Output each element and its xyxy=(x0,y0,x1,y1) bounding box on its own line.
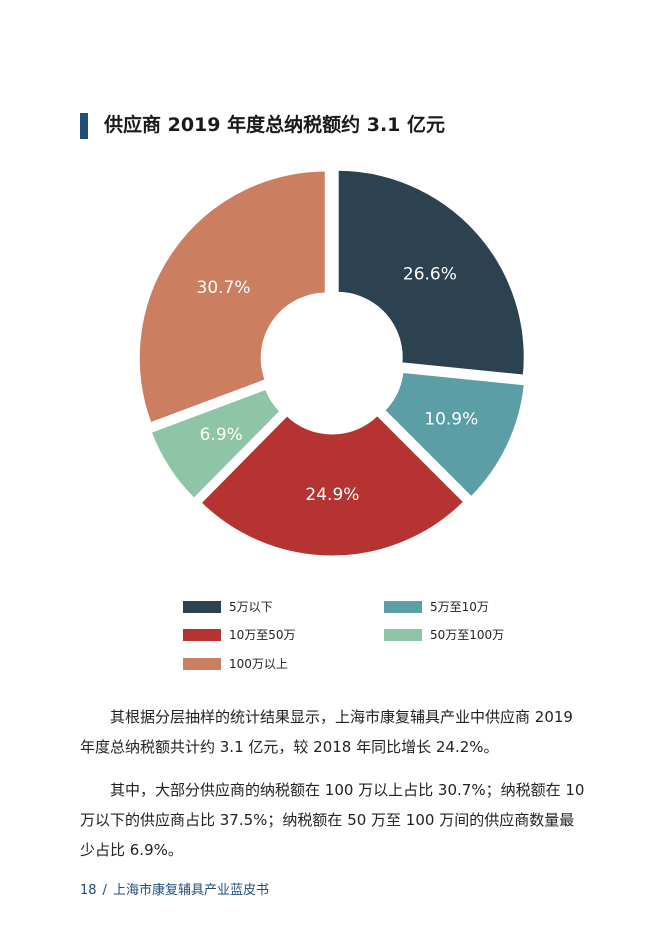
legend-item: 10万至50万 xyxy=(183,626,296,643)
legend-item: 5万以下 xyxy=(183,598,273,615)
slice-label-over-100w: 30.7% xyxy=(197,278,251,298)
legend-swatch xyxy=(183,628,221,641)
page-number: 18 xyxy=(80,883,97,898)
slice-10w-50w xyxy=(197,412,468,559)
legend-swatch xyxy=(384,600,422,613)
slice-label-5w-10w: 10.9% xyxy=(424,410,478,430)
legend-label: 5万以下 xyxy=(229,600,273,614)
legend-label: 50万至100万 xyxy=(430,628,505,642)
slice-label-50w-100w: 6.9% xyxy=(200,425,243,445)
slice-over-100w xyxy=(136,168,328,426)
slice-under-5w xyxy=(335,167,527,378)
body-paragraph: 其中，大部分供应商的纳税额在 100 万以上占比 30.7%；纳税额在 10 万… xyxy=(80,781,585,859)
legend-swatch xyxy=(183,657,221,670)
legend-label: 100万以上 xyxy=(229,657,288,671)
footer-separator: / xyxy=(102,883,107,898)
legend-label: 5万至10万 xyxy=(430,600,489,614)
slice-50w-100w xyxy=(148,386,284,502)
slice-label-under-5w: 26.6% xyxy=(403,264,457,284)
title-accent-bar xyxy=(80,113,88,139)
donut-chart: 26.6% 10.9% 24.9% 6.9% 30.7% xyxy=(136,167,528,559)
legend-swatch xyxy=(183,600,221,613)
slice-label-10w-50w: 24.9% xyxy=(305,485,359,505)
book-title: 上海市康复辅具产业蓝皮书 xyxy=(112,883,269,898)
slice-5w-10w xyxy=(381,369,528,501)
legend-label: 10万至50万 xyxy=(229,628,296,642)
legend-swatch xyxy=(384,628,422,641)
legend-item: 100万以上 xyxy=(183,655,288,672)
body-paragraph: 其根据分层抽样的统计结果显示，上海市康复辅具产业中供应商 2019 年度总纳税额… xyxy=(80,708,573,756)
legend-item: 5万至10万 xyxy=(384,598,489,615)
page-footer: 18 / 上海市康复辅具产业蓝皮书 xyxy=(80,879,269,898)
page-title: 供应商 2019 年度总纳税额约 3.1 亿元 xyxy=(104,114,445,136)
legend-item: 50万至100万 xyxy=(384,626,504,643)
